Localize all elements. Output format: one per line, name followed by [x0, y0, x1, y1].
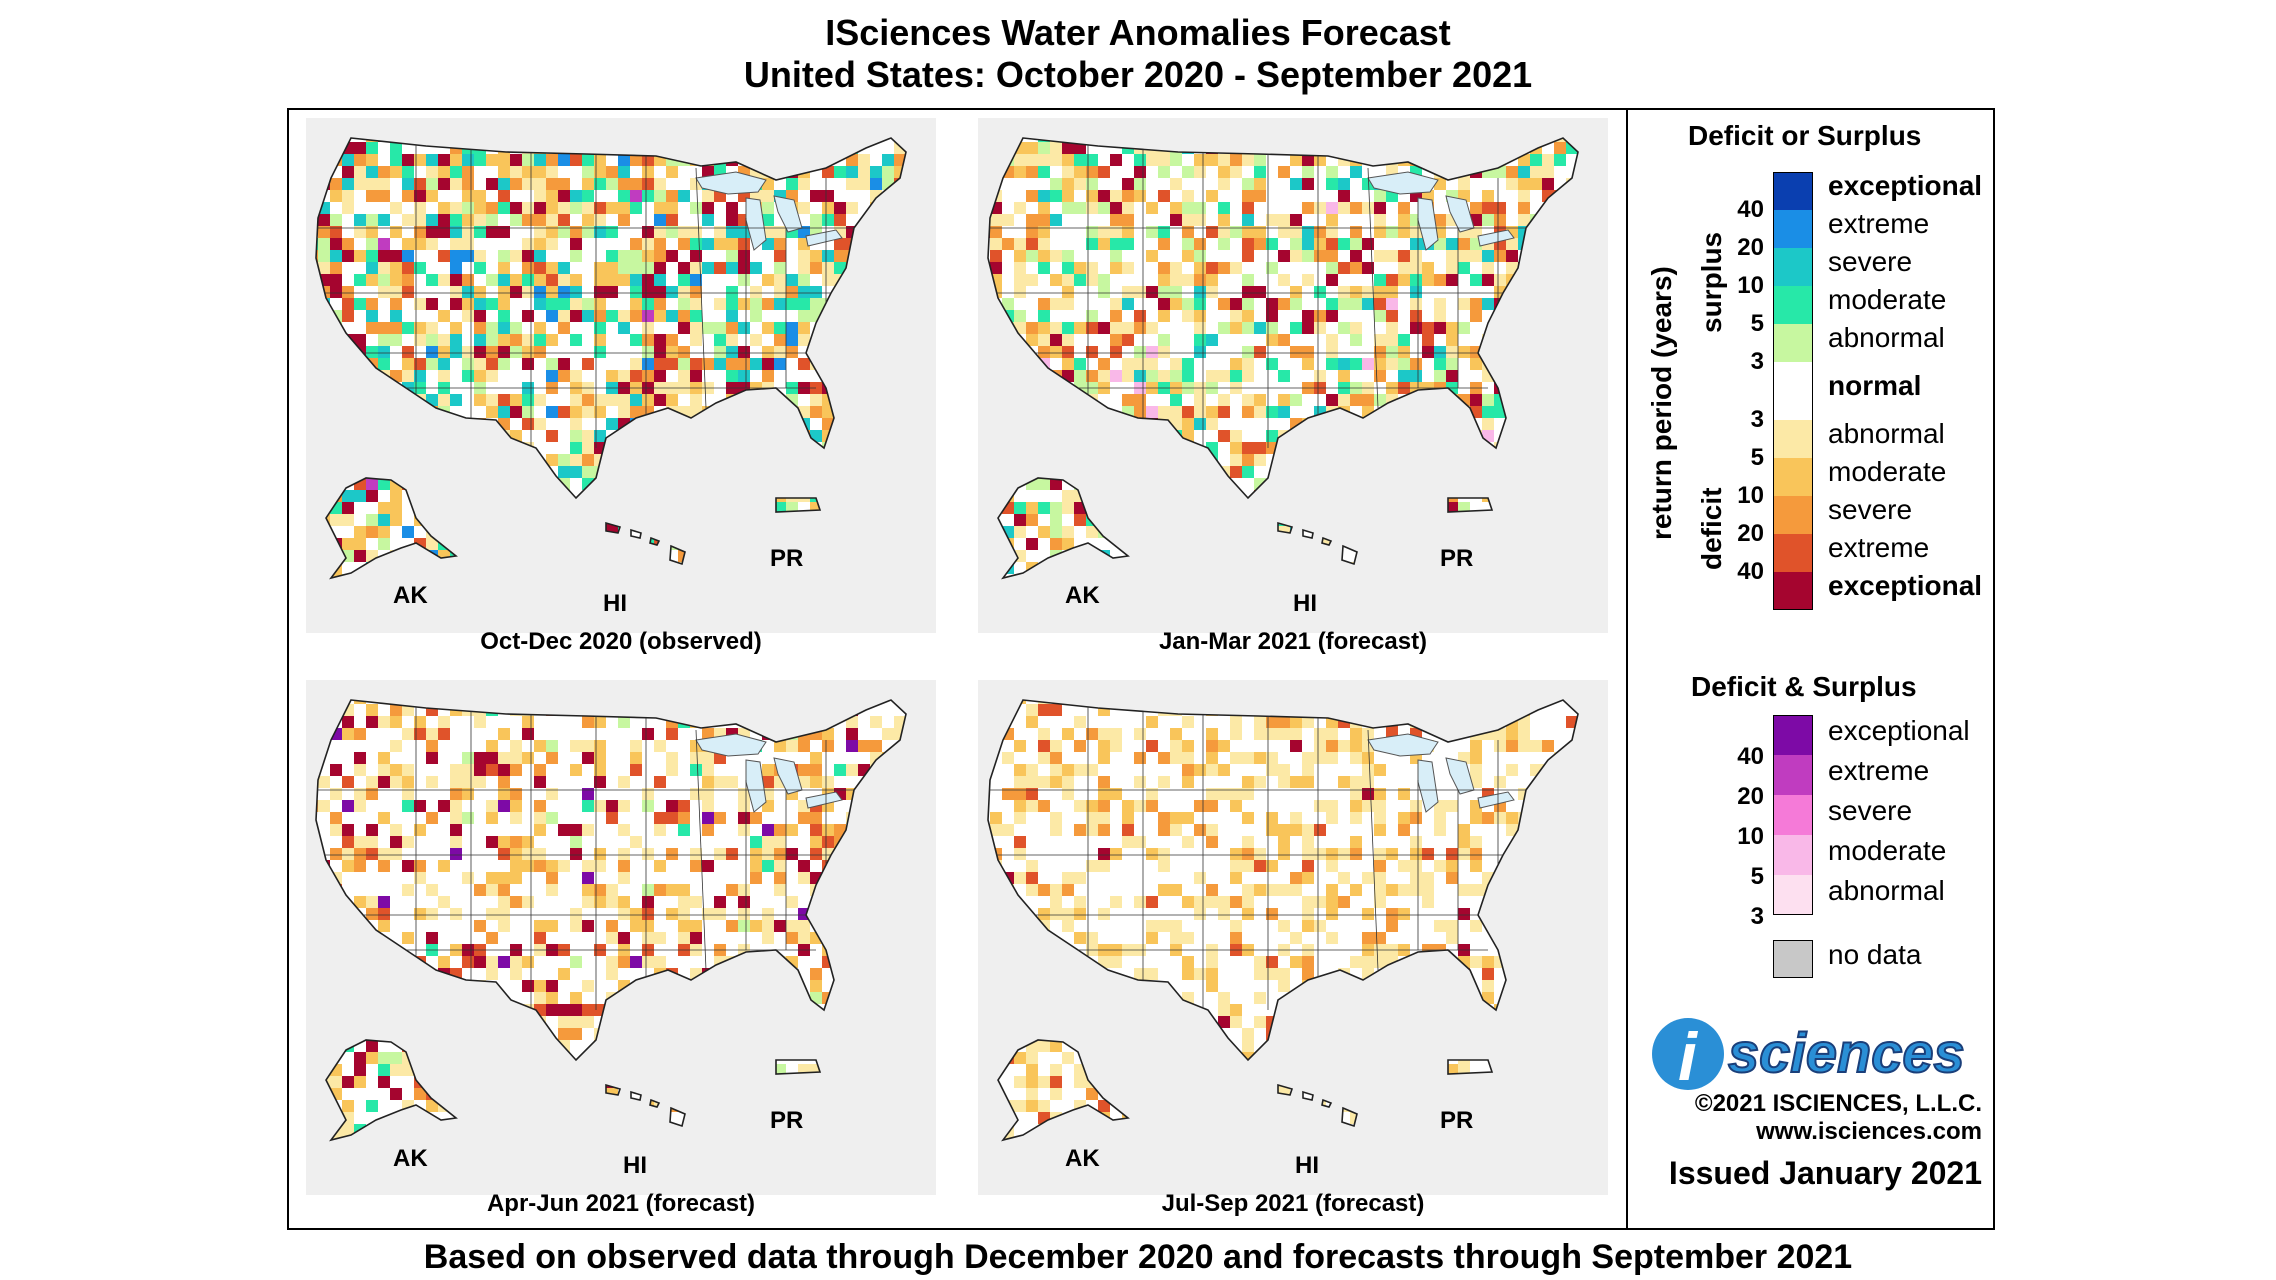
legend-title-deficit-or-surplus: Deficit or Surplus: [1688, 120, 1922, 151]
legend-label-both-severe: severe: [1828, 795, 1913, 826]
footer-note: Based on observed data through December …: [423, 1238, 1853, 1276]
legend-swatch-both-exceptional: [1773, 715, 1813, 755]
main-subtitle: United States: October 2020 - September …: [743, 54, 1533, 95]
state-boundaries: [988, 700, 1538, 1010]
legend-tick-deficit: 40: [1737, 558, 1764, 585]
legend-swatch-no-data: [1773, 940, 1813, 978]
legend-swatch-deficit-extreme: [1773, 534, 1813, 572]
panel-caption: Oct-Dec 2020 (observed): [480, 628, 762, 655]
legend-label-surplus-severe: severe: [1828, 246, 1913, 277]
legend-divider: [1626, 108, 1628, 1230]
legend-swatch-deficit-severe: [1773, 496, 1813, 534]
legend-label-deficit-exceptional: exceptional: [1828, 570, 1983, 601]
legend-swatch-both-extreme: [1773, 755, 1813, 795]
legend-tick-surplus: 10: [1737, 272, 1764, 299]
region-label-pr: PR: [1440, 1107, 1474, 1134]
region-label-hi: HI: [603, 590, 627, 617]
region-label-pr: PR: [1440, 545, 1474, 572]
legend-tick-both: 40: [1737, 743, 1764, 770]
logo-circle: [1652, 1018, 1724, 1090]
legend-swatch-normal: [1773, 362, 1813, 420]
legend-label-both-abnormal: abnormal: [1828, 875, 1945, 906]
legend-label-surplus-extreme: extreme: [1828, 208, 1930, 239]
anomaly-map: [987, 137, 1579, 580]
region-label-pr: PR: [770, 1107, 804, 1134]
anomaly-map: [315, 699, 907, 1142]
legend-label-deficit-abnormal: abnormal: [1828, 418, 1945, 449]
legend-label-surplus-exceptional: exceptional: [1828, 170, 1983, 201]
region-label-hi: HI: [1295, 1152, 1319, 1179]
legend-label-surplus-abnormal: abnormal: [1828, 322, 1945, 353]
legend-label-surplus-moderate: moderate: [1828, 284, 1947, 315]
legend-tick-surplus: 3: [1750, 348, 1764, 375]
copyright: ©2021 ISCIENCES, L.L.C.: [1694, 1090, 1982, 1117]
region-label-hi: HI: [1293, 590, 1317, 617]
great-lakes: [695, 171, 843, 251]
region-label-ak: AK: [1065, 582, 1100, 609]
legend-label-normal: normal: [1828, 370, 1922, 401]
legend-tick-deficit: 3: [1750, 406, 1764, 433]
region-label-ak: AK: [1065, 1145, 1100, 1172]
legend-tick-surplus: 20: [1737, 234, 1764, 261]
legend-title-deficit-and-surplus: Deficit & Surplus: [1691, 671, 1917, 702]
legend-tick-both: 5: [1750, 863, 1764, 890]
legend-swatch-deficit-exceptional: [1773, 572, 1813, 610]
great-lakes: [1367, 733, 1515, 813]
legend-swatch-both-abnormal: [1773, 875, 1813, 915]
great-lakes: [1367, 171, 1515, 251]
legend-label-both-moderate: moderate: [1828, 835, 1947, 866]
region-label-ak: AK: [393, 582, 428, 609]
panel-caption: Jul-Sep 2021 (forecast): [1161, 1190, 1425, 1217]
map-panel-apr-jun-2021: [306, 680, 936, 1195]
legend-tick-deficit: 10: [1737, 482, 1764, 509]
isciences-logo: i sciences: [1652, 1018, 1966, 1095]
legend-swatch-surplus-moderate: [1773, 286, 1813, 324]
legend-swatch-surplus-severe: [1773, 248, 1813, 286]
issued-date: Issued January 2021: [1668, 1155, 1982, 1191]
legend-label-both-exceptional: exceptional: [1828, 715, 1970, 746]
legend-swatch-both-severe: [1773, 795, 1813, 835]
legend-label-deficit-severe: severe: [1828, 494, 1913, 525]
legend-swatch-deficit-abnormal: [1773, 420, 1813, 458]
legend-swatch-surplus-extreme: [1773, 210, 1813, 248]
great-lakes: [695, 733, 843, 813]
state-boundaries: [988, 138, 1538, 448]
legend-label-deficit-extreme: extreme: [1828, 532, 1930, 563]
anomaly-map: [987, 699, 1579, 1142]
legend-tick-both: 20: [1737, 783, 1764, 810]
legend-tick-surplus: 5: [1750, 310, 1764, 337]
legend-tick-surplus: 40: [1737, 196, 1764, 223]
legend-swatch-surplus-abnormal: [1773, 324, 1813, 362]
logo-text: sciences: [1728, 1021, 1965, 1084]
logo-letter: i: [1678, 1019, 1699, 1095]
legend-label-no-data: no data: [1828, 939, 1922, 970]
panel-caption: Jan-Mar 2021 (forecast): [1158, 628, 1428, 655]
legend-axis-return-period: return period (years): [1646, 266, 1677, 540]
legend-label-deficit-moderate: moderate: [1828, 456, 1947, 487]
figure-frame: [287, 108, 1995, 1230]
website-link[interactable]: www.isciences.com: [1756, 1118, 1982, 1145]
main-title: ISciences Water Anomalies Forecast: [825, 12, 1451, 53]
region-label-ak: AK: [393, 1145, 428, 1172]
legend-swatch-both-moderate: [1773, 835, 1813, 875]
map-panel-jan-mar-2021: [978, 118, 1608, 633]
map-panel-oct-dec-2020: [306, 118, 936, 633]
map-panel-jul-sep-2021: [978, 680, 1608, 1195]
panel-caption: Apr-Jun 2021 (forecast): [486, 1190, 756, 1217]
region-label-pr: PR: [770, 545, 804, 572]
legend-label-both-extreme: extreme: [1828, 755, 1930, 786]
legend-tick-both: 3: [1750, 903, 1764, 930]
legend-tick-both: 10: [1737, 823, 1764, 850]
state-boundaries: [316, 700, 866, 1010]
legend-tick-deficit: 5: [1750, 444, 1764, 471]
legend-swatch-deficit-moderate: [1773, 458, 1813, 496]
legend-tick-deficit: 20: [1737, 520, 1764, 547]
anomaly-map: [315, 137, 907, 580]
legend-swatch-surplus-exceptional: [1773, 172, 1813, 210]
region-label-hi: HI: [623, 1152, 647, 1179]
